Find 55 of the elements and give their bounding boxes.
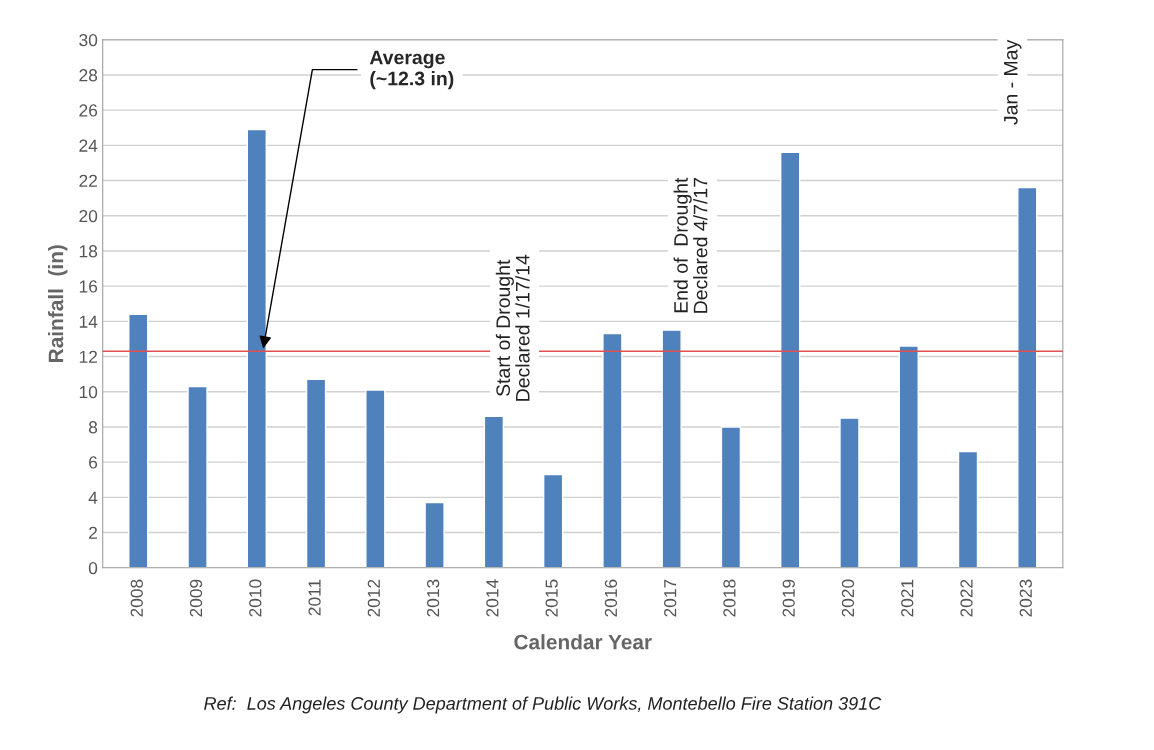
- y-tick-label: 30: [79, 33, 98, 47]
- y-tick-label: 10: [79, 385, 98, 399]
- y-tick-label: 28: [79, 69, 98, 82]
- x-tick-label: 2019: [782, 579, 795, 617]
- bar: [483, 415, 505, 568]
- bar: [187, 385, 208, 568]
- x-tick-label: 2023: [1019, 579, 1032, 617]
- x-tick-label: 2015: [545, 579, 558, 617]
- y-tick-label: 8: [88, 421, 98, 434]
- y-tick-label: 14: [79, 315, 98, 328]
- x-tick-label: 2010: [249, 579, 262, 617]
- x-tick-label: 2012: [367, 579, 380, 617]
- x-tick-label: 2009: [189, 579, 203, 617]
- y-axis-title: Rainfall (in): [48, 245, 68, 362]
- bar: [839, 417, 860, 568]
- y-tick-label: 4: [88, 491, 98, 504]
- bar: [957, 450, 979, 568]
- x-axis-title: Calendar Year: [514, 634, 652, 650]
- y-tick-label: 24: [79, 139, 98, 152]
- bar: [661, 329, 682, 568]
- bar: [365, 389, 386, 568]
- y-tick-label: 22: [79, 174, 97, 187]
- x-tick-label: 2021: [901, 579, 914, 617]
- bar: [898, 345, 919, 568]
- y-tick-label: 26: [79, 104, 98, 117]
- y-tick-label: 20: [79, 209, 98, 223]
- y-tick-label: 0: [88, 561, 98, 575]
- y-tick-label: 16: [79, 280, 98, 293]
- ref-line-label: Average (~12.3 in): [369, 50, 454, 90]
- x-tick-label: 2016: [604, 579, 618, 617]
- x-tick-label: 2014: [486, 579, 499, 617]
- x-tick-label: 2008: [130, 579, 143, 617]
- x-tick-label: 2020: [841, 579, 855, 617]
- y-tick-label: 12: [79, 350, 97, 363]
- bar: [780, 151, 801, 568]
- bar: [305, 378, 327, 568]
- bar: [602, 332, 623, 568]
- text: Ref: Los Angeles County Department of Public Works, Montebello Fire Station 391C: [204, 696, 882, 714]
- annotation: Jan - May: [1004, 39, 1022, 125]
- y-tick-label: 2: [89, 526, 97, 539]
- x-tick-label: 2011: [308, 579, 321, 616]
- y-tick-label: 18: [79, 245, 98, 258]
- bar: [542, 473, 564, 568]
- annotation: End of Drought Declared 4/7/17: [673, 177, 708, 313]
- bar: [424, 501, 445, 568]
- bar: [1017, 186, 1038, 568]
- bar: [246, 128, 267, 568]
- x-tick-label: 2018: [723, 579, 736, 617]
- x-tick-label: 2013: [426, 579, 440, 617]
- x-tick-label: 2022: [960, 579, 973, 617]
- annotation: Start of Drought Declared 1/17/14: [495, 254, 530, 401]
- bar: [128, 313, 149, 568]
- y-tick-label: 6: [89, 456, 98, 469]
- bar: [720, 426, 742, 568]
- x-tick-label: 2017: [664, 579, 677, 617]
